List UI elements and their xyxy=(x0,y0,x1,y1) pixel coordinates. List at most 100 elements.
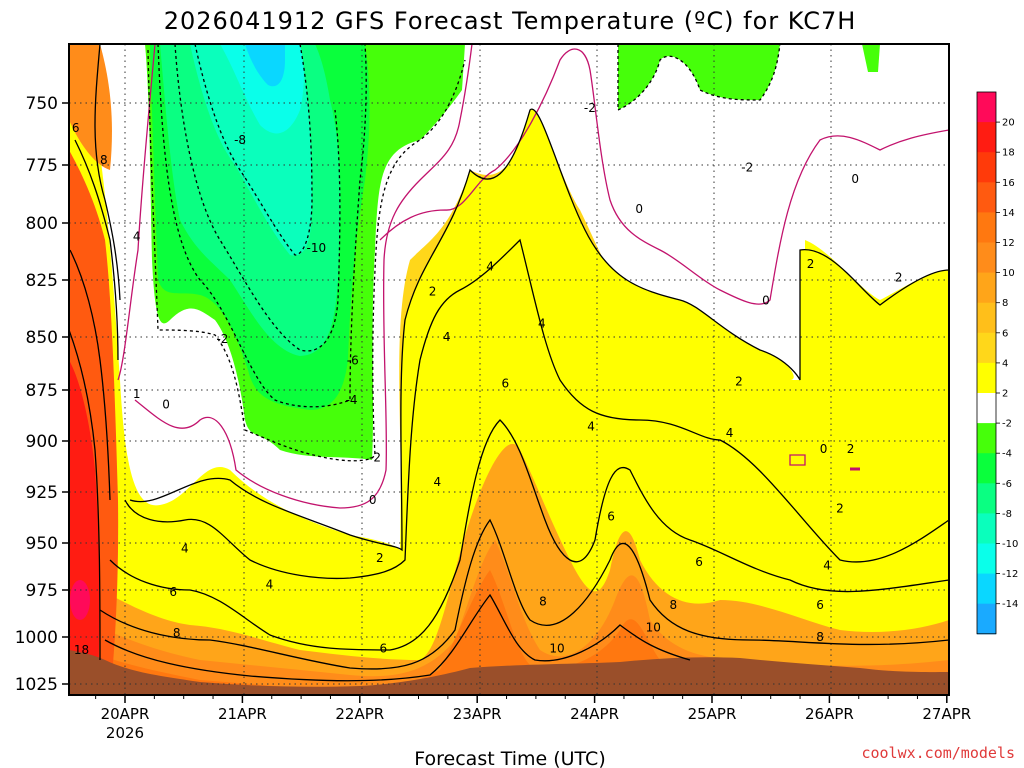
colorbar-label: -4 xyxy=(1002,449,1012,460)
contour-label: 18 xyxy=(74,643,89,657)
contour-label: -2 xyxy=(369,450,381,464)
isotherm-0-west xyxy=(117,44,156,381)
colorbar-cell xyxy=(977,272,996,304)
temp-fill-10to12 xyxy=(69,540,949,695)
contour-label: 6 xyxy=(816,598,824,612)
colorbar-cell xyxy=(977,92,996,123)
credit-text: coolwx.com/models xyxy=(861,744,1015,762)
x-tick-label: 27APR xyxy=(922,705,971,723)
x-tick-label: 24APR xyxy=(570,705,619,723)
colorbar-cell xyxy=(977,513,996,544)
colorbar-label: -6 xyxy=(1002,479,1012,490)
contour-label: 6 xyxy=(72,121,80,135)
isotherm-cold-dashed-2 xyxy=(147,49,466,462)
colorbar-label: 10 xyxy=(1002,268,1015,279)
colorbar-label: 12 xyxy=(1002,238,1015,249)
contour-label: 8 xyxy=(816,630,824,644)
contour-label: 0 xyxy=(851,172,859,186)
contour-label: 1 xyxy=(133,387,141,401)
y-tick-label: 775 xyxy=(26,156,58,176)
colorbar-label: -2 xyxy=(1002,419,1012,430)
contour-label: 0 xyxy=(762,294,770,308)
isotherm-cold-dashed-6 xyxy=(174,44,341,352)
contour-label: 8 xyxy=(173,626,181,640)
colorbar-label: -8 xyxy=(1002,509,1012,520)
contour-label: 4 xyxy=(433,475,441,489)
temp-fill-north-sector xyxy=(69,44,112,170)
colorbar-label: 20 xyxy=(1002,118,1015,129)
contour-label: 2 xyxy=(895,271,903,285)
contour-labels: 684-8-10-2-6-401-20244686182444644681081… xyxy=(72,101,903,657)
colorbar-label: 14 xyxy=(1002,208,1015,219)
contour-label: -8 xyxy=(234,133,246,147)
contour-label: 4 xyxy=(266,577,274,591)
temp-fill-12to14 xyxy=(69,570,949,695)
contour-label: 2 xyxy=(429,284,437,298)
contour-label: -4 xyxy=(346,393,358,407)
isotherm-0-mid xyxy=(379,48,949,305)
y-axis: 750 775 800 825 850 875 900 925 950 975 1000 1025 xyxy=(15,94,69,695)
contour-label: 8 xyxy=(100,153,108,167)
temp-fill-upper-cold-east xyxy=(618,44,780,110)
colorbar-label: 6 xyxy=(1002,328,1008,339)
y-tick-label: 1000 xyxy=(15,628,58,648)
contour-label: 4 xyxy=(587,420,595,434)
temp-fill-2to4 xyxy=(69,60,949,695)
colorbar-cell xyxy=(977,393,996,424)
contour-label: -2 xyxy=(584,101,596,115)
colorbar-label: 4 xyxy=(1002,358,1008,369)
warm-core-east-2to4 xyxy=(805,240,949,415)
contour-label: 4 xyxy=(486,259,494,273)
contour-label: 0 xyxy=(635,202,643,216)
contour-label: 8 xyxy=(539,594,547,608)
colorbar-label: 18 xyxy=(1002,148,1015,159)
y-tick-label: 875 xyxy=(26,381,58,401)
isotherm-6 xyxy=(109,419,949,651)
y-tick-label: 975 xyxy=(26,581,58,601)
x-tick-label: 23APR xyxy=(453,705,502,723)
isotherm-cold-dashed-8 xyxy=(194,44,313,256)
colorbar-label: -12 xyxy=(1002,569,1018,580)
contour-label: 0 xyxy=(820,442,828,456)
colorbar-cell xyxy=(977,603,996,635)
colorbar-cell xyxy=(977,573,996,605)
contour-label: -6 xyxy=(347,353,359,367)
y-tick-label: 1025 xyxy=(15,675,58,695)
contour-label: 10 xyxy=(646,621,661,635)
y-tick-label: 825 xyxy=(26,271,58,291)
contour-label: 0 xyxy=(369,493,377,507)
isotherm-west-8 xyxy=(94,44,121,301)
colorbar: 20 18 16 14 12 10 8 6 4 2 -2 -4 -6 -8 -10 -12 -14 xyxy=(976,91,1018,635)
y-tick-label: 750 xyxy=(26,94,58,114)
contour-label: 2 xyxy=(836,501,844,515)
contour-label: 2 xyxy=(807,257,815,271)
gridlines xyxy=(69,44,949,695)
colorbar-cell xyxy=(977,423,996,454)
contour-label: 6 xyxy=(379,641,387,655)
y-tick-label: 925 xyxy=(26,483,58,503)
colorbar-cell xyxy=(977,362,996,394)
colorbar-cell xyxy=(977,212,996,243)
contour-label: 4 xyxy=(443,330,451,344)
x-tick-label: 22APR xyxy=(335,705,384,723)
isotherm-2 xyxy=(129,108,949,552)
colorbar-cell xyxy=(977,122,996,153)
contour-label: 0 xyxy=(162,397,170,411)
contour-label: 8 xyxy=(669,598,677,612)
y-tick-label: 850 xyxy=(26,328,58,348)
x-tick-sublabel: 2026 xyxy=(106,724,144,742)
colorbar-cell xyxy=(977,182,996,213)
colorbar-label: 8 xyxy=(1002,298,1008,309)
colorbar-cell xyxy=(977,152,996,183)
y-tick-label: 800 xyxy=(26,214,58,234)
isotherm-4 xyxy=(124,238,949,580)
isotherm-upper-dashed-east xyxy=(617,44,781,112)
contour-label: 2 xyxy=(735,375,743,389)
colorbar-cell xyxy=(977,242,996,274)
contour-label: 2 xyxy=(376,551,384,565)
x-tick-label: 25APR xyxy=(688,705,737,723)
contour-lines xyxy=(69,44,949,682)
colorbar-cell xyxy=(977,302,996,334)
contour-label: -2 xyxy=(741,160,753,174)
